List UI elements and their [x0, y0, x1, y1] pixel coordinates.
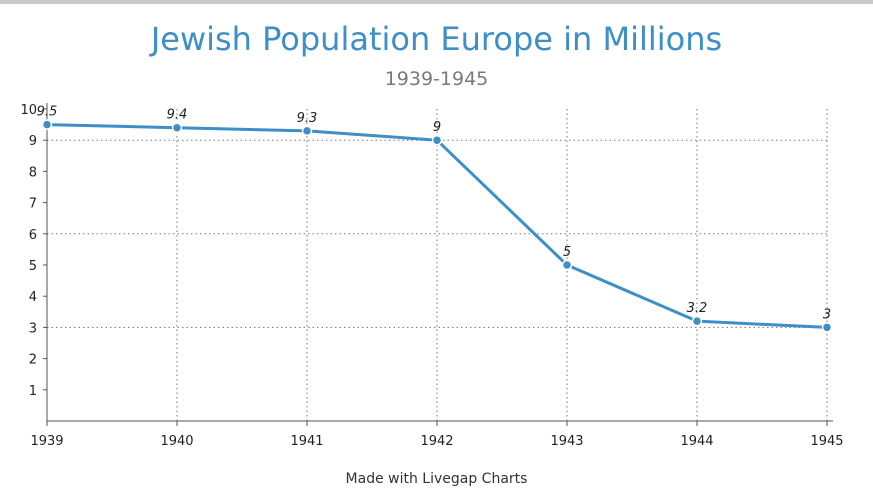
y-tick-label: 9 [29, 134, 37, 149]
grid-layer [47, 109, 828, 421]
data-label: 9 [433, 120, 441, 135]
y-tick-label: 3 [29, 321, 37, 336]
chart-subtitle: 1939-1945 [384, 68, 489, 90]
data-point [691, 315, 703, 327]
series-layer [41, 119, 833, 333]
data-point [431, 134, 443, 146]
y-tick-label: 1 [29, 384, 37, 399]
y-tick-label: 7 [29, 197, 37, 212]
data-point [561, 259, 573, 271]
data-point [41, 119, 53, 130]
x-tick-label: 1941 [290, 434, 323, 449]
data-point [821, 322, 833, 333]
y-tick-label: 6 [29, 228, 37, 243]
x-tick-label: 1942 [420, 434, 453, 449]
x-tick-label: 1945 [810, 434, 843, 449]
x-tick-label: 1940 [160, 434, 193, 449]
data-label: 9.3 [297, 111, 318, 126]
x-tick-label: 1943 [550, 434, 583, 449]
y-tick-label: 2 [29, 353, 37, 368]
x-tick-label: 1939 [30, 434, 63, 449]
data-label: 3 [823, 307, 831, 322]
data-label-layer: 9.5 9.4 9.3 9 5 3.2 3 [37, 105, 831, 323]
axis-layer [46, 103, 833, 422]
y-tick-label: 4 [29, 290, 37, 305]
chart-title: Jewish Population Europe in Millions [150, 20, 723, 58]
x-tick-label: 1944 [680, 434, 713, 449]
data-label: 3.2 [687, 301, 708, 316]
data-point [171, 122, 183, 133]
top-border [0, 0, 873, 4]
data-label: 5 [563, 245, 571, 260]
data-point [301, 125, 313, 137]
tick-layer: 1 2 3 4 5 6 7 8 9 10 1939 1940 1941 1942 1943 1944 1945 [20, 103, 843, 449]
data-label: 9.4 [167, 108, 188, 123]
y-tick-label: 10 [20, 103, 37, 118]
y-tick-label: 5 [29, 259, 37, 274]
data-label: 9.5 [37, 105, 58, 120]
y-tick-label: 8 [29, 165, 37, 180]
credit-text: Made with Livegap Charts [345, 471, 528, 487]
